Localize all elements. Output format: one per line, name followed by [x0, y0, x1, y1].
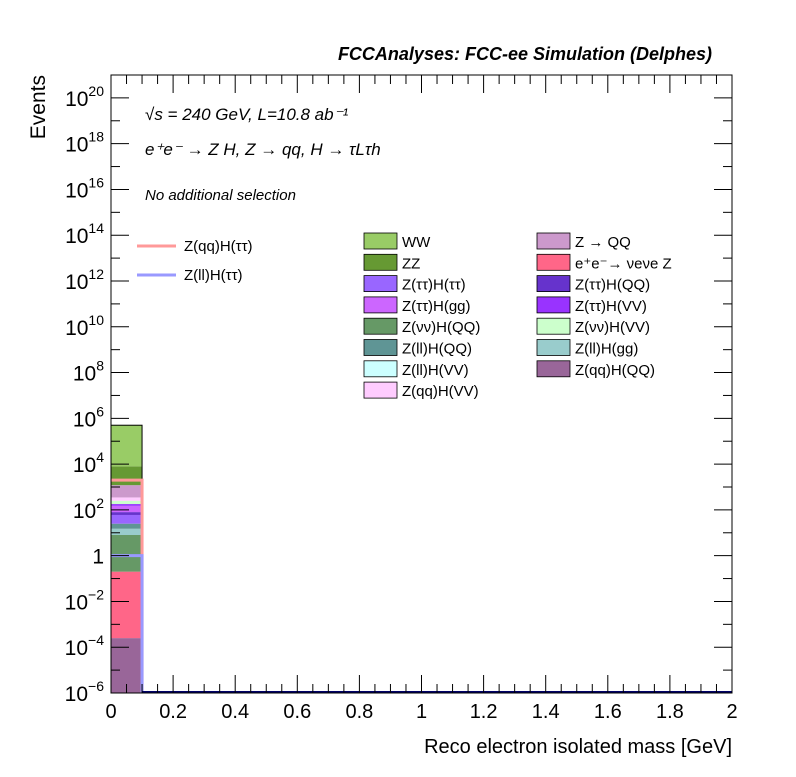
legend-bkg-col1-label-2: Z(ττ)H(ττ): [402, 277, 466, 294]
legend-bkg-col2-swatch-3: [536, 296, 571, 314]
legend-bkg-col2-swatch-2: [536, 275, 571, 293]
y-tick-label-7: 108: [73, 358, 104, 386]
x-tick-label-1: 0.2: [159, 701, 187, 723]
legend-bkg-col2-label-4: Z(νν)H(VV): [575, 319, 650, 336]
bar-segment-13: [111, 425, 143, 467]
legend-bkg-col2-swatch-5: [536, 339, 571, 356]
bar-segment-5: [111, 514, 143, 524]
legend-bkg-col2-swatch-6: [536, 360, 571, 378]
y-axis-label: Events: [27, 75, 50, 139]
x-tick-label-9: 1.8: [656, 701, 684, 723]
legend-signal-label-1: Z(ll)H(ττ): [184, 267, 243, 284]
x-tick-label-5: 1: [416, 701, 427, 723]
legend-bkg-col2-label-6: Z(qq)H(QQ): [575, 362, 655, 379]
signal-lines: [111, 478, 732, 693]
annotation-selection: No additional selection: [145, 187, 296, 204]
legend-signal-label-0: Z(qq)H(ττ): [184, 238, 253, 255]
y-tick-label-0: 10−6: [65, 678, 105, 706]
y-tick-label-8: 1010: [65, 312, 104, 340]
legend-bkg-col2-swatch-1: [536, 253, 571, 271]
legend-bkg-col1-swatch-7: [363, 381, 398, 399]
x-tick-label-10: 2: [726, 701, 737, 723]
y-tick-label-5: 104: [73, 449, 104, 477]
bar-segment-7: [111, 505, 143, 513]
x-tick-label-3: 0.6: [283, 701, 311, 723]
x-tick-label-2: 0.4: [221, 701, 249, 723]
legend-bkg-col1-label-3: Z(ττ)H(gg): [402, 298, 471, 315]
plot-title: FCCAnalyses: FCC-ee Simulation (Delphes): [338, 44, 712, 64]
y-tick-label-1: 10−4: [65, 632, 105, 660]
y-tick-label-9: 1012: [65, 266, 104, 294]
axes: 0 0.2 0.4 0.6 0.8 1 1.2 1.4 1.6 1.8 2 10−6 10−4 10−2 1…: [65, 74, 738, 723]
y-tick-label-2: 10−2: [65, 586, 105, 614]
y-tick-label-12: 1018: [65, 129, 104, 157]
y-tick-label-10: 1014: [65, 220, 104, 248]
bar-segment-2: [111, 534, 143, 572]
x-tick-label-4: 0.8: [345, 701, 373, 723]
legend-bkg-col1-label-6: Z(ll)H(VV): [402, 362, 469, 379]
bar-segment-3: [111, 528, 143, 535]
legend-bkg-col2-label-1: e⁺e⁻→ νeνe Z: [575, 255, 672, 272]
legend-bkg-col1-swatch-2: [363, 275, 398, 293]
legend-bkg-col1-swatch-6: [363, 360, 398, 378]
legend-bkg-col2-label-5: Z(ll)H(gg): [575, 341, 638, 358]
x-tick-label-7: 1.4: [532, 701, 560, 723]
legend-bkg-col1-swatch-1: [363, 253, 398, 271]
x-tick-label-0: 0: [105, 701, 116, 723]
legend-bkg-col2-label-0: Z → QQ: [575, 234, 631, 251]
y-tick-label-13: 1020: [65, 83, 104, 111]
legend-bkg-col2-swatch-0: [536, 232, 571, 250]
legend: Z(qq)H(ττ) Z(ll)H(ττ) WW ZZ Z(ττ)H(ττ) Z(ττ)H…: [137, 232, 672, 400]
x-axis-label: Reco electron isolated mass [GeV]: [424, 736, 732, 758]
legend-bkg-col1-label-7: Z(qq)H(VV): [402, 383, 479, 400]
legend-bkg-col1-swatch-4: [363, 317, 398, 335]
legend-bkg-col1-swatch-0: [363, 232, 398, 250]
bar-segment-12: [111, 466, 143, 486]
bar-segment-4: [111, 523, 143, 529]
legend-bkg-col1-label-5: Z(ll)H(QQ): [402, 341, 472, 358]
legend-bkg-col1-label-0: WW: [402, 234, 431, 251]
legend-bkg-col1-label-4: Z(νν)H(QQ): [402, 319, 480, 336]
legend-bkg-col1-label-1: ZZ: [402, 255, 420, 272]
x-tick-label-6: 1.2: [470, 701, 498, 723]
bar-segment-9: [111, 500, 143, 505]
bar-segment-10: [111, 497, 143, 501]
y-tick-label-3: 1: [92, 546, 104, 569]
legend-bkg-col2-label-2: Z(ττ)H(QQ): [575, 277, 650, 294]
legend-bkg-col2-swatch-4: [536, 317, 571, 335]
annotation-energy-lumi: √s = 240 GeV, L=10.8 ab⁻¹: [145, 105, 349, 124]
bar-segment-1: [111, 571, 143, 639]
bar-segment-11: [111, 485, 143, 498]
bar-segment-8: [111, 504, 143, 506]
bar-segment-6: [111, 512, 143, 515]
annotation-process: e⁺e⁻ → Z H, Z → qq, H → τLτh: [145, 140, 381, 159]
y-tick-label-6: 106: [73, 403, 104, 431]
legend-bkg-col1-swatch-3: [363, 296, 398, 314]
x-tick-label-8: 1.6: [594, 701, 622, 723]
legend-bkg-col1-swatch-5: [363, 339, 398, 356]
stack-bars: [110, 424, 143, 694]
y-tick-label-11: 1016: [65, 174, 104, 202]
y-tick-label-4: 102: [73, 495, 104, 523]
legend-bkg-col2-label-3: Z(ττ)H(VV): [575, 298, 647, 315]
